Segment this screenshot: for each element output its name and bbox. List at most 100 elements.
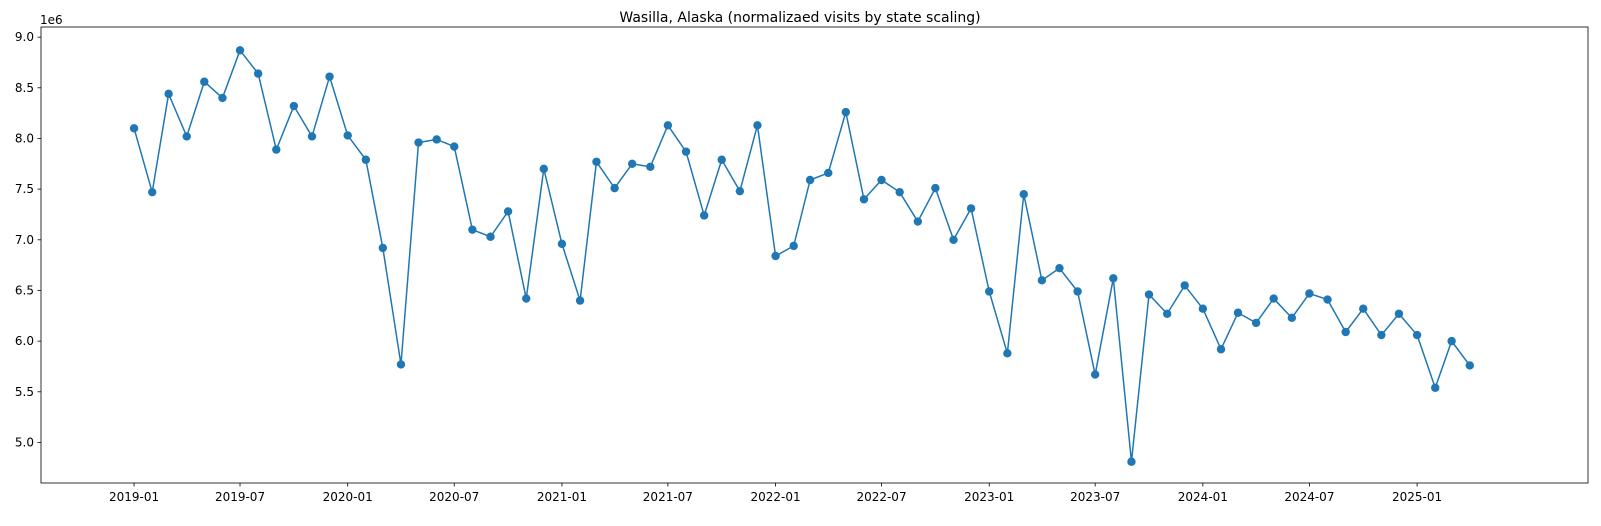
data-point <box>575 296 585 305</box>
data-point <box>1003 349 1012 358</box>
y-axis: 5.0 5.5 6.0 6.5 7.0 7.5 8.0 8.5 9.0 <box>15 30 41 449</box>
x-tick-label: 2023-07 <box>1070 490 1120 504</box>
data-point <box>200 77 209 86</box>
data-point <box>1251 318 1261 328</box>
data-point <box>1180 281 1189 290</box>
data-point <box>592 157 601 166</box>
x-tick-label: 2023-01 <box>964 490 1014 504</box>
x-tick-label: 2019-07 <box>215 490 265 504</box>
data-point <box>486 232 495 241</box>
data-point <box>646 162 655 172</box>
data-point <box>1341 327 1350 337</box>
data-point <box>253 69 263 78</box>
data-point <box>378 243 388 253</box>
data-point <box>1216 345 1226 354</box>
data-point <box>1287 313 1297 323</box>
data-point <box>735 186 745 196</box>
x-tick-label: 2021-07 <box>643 490 693 504</box>
data-point <box>1019 190 1028 199</box>
data-point <box>1269 294 1278 303</box>
x-tick-label: 2022-07 <box>856 490 906 504</box>
x-tick-label: 2022-01 <box>751 490 801 504</box>
data-point <box>1109 274 1118 283</box>
data-point <box>1412 330 1422 340</box>
data-point <box>1447 336 1456 346</box>
data-point <box>396 360 406 369</box>
data-point <box>1144 290 1154 299</box>
data-point <box>627 159 637 168</box>
data-point <box>1127 457 1136 466</box>
data-point <box>841 107 851 117</box>
data-point <box>1305 289 1314 298</box>
axes <box>40 26 1589 484</box>
data-point <box>771 251 780 261</box>
y-tick-label: 5.5 <box>15 385 34 399</box>
x-tick-label: 2025-01 <box>1392 490 1442 504</box>
data-point <box>1394 309 1404 318</box>
data-point <box>1233 308 1243 317</box>
data-point <box>218 93 227 103</box>
y-tick-label: 7.5 <box>15 182 34 196</box>
data-point <box>343 131 352 140</box>
data-point <box>824 168 833 178</box>
data-point <box>1377 330 1386 340</box>
y-scale-label: 1e6 <box>40 13 63 27</box>
data-point <box>805 175 815 185</box>
data-point <box>503 207 513 216</box>
data-point <box>557 239 567 249</box>
x-axis: 2019-01 2019-07 2020-01 2020-07 2021-01 2021-… <box>109 483 1442 504</box>
series-line <box>133 49 1471 463</box>
data-point <box>895 187 904 197</box>
data-point <box>307 132 317 141</box>
y-tick-label: 7.0 <box>15 233 34 247</box>
data-point <box>1359 304 1368 313</box>
data-point <box>1431 383 1440 392</box>
data-point <box>1073 287 1082 296</box>
series-points <box>129 46 1474 466</box>
data-point <box>681 147 691 156</box>
data-point <box>1198 304 1208 313</box>
y-tick-label: 9.0 <box>15 30 34 44</box>
data-point <box>468 225 477 234</box>
chart-title: Wasilla, Alaska (normalizaed visits by s… <box>619 10 980 26</box>
x-tick-label: 2020-01 <box>323 490 373 504</box>
data-point <box>432 135 441 144</box>
data-point <box>717 155 726 164</box>
data-point <box>148 187 157 197</box>
data-point <box>539 164 548 174</box>
y-tick-label: 5.0 <box>15 435 34 449</box>
x-tick-label: 2024-01 <box>1178 490 1228 504</box>
x-tick-label: 2021-01 <box>537 490 587 504</box>
data-point <box>1090 370 1100 379</box>
y-tick-label: 6.0 <box>15 334 34 348</box>
x-tick-label: 2019-01 <box>109 490 159 504</box>
data-point <box>877 175 886 185</box>
data-point <box>325 72 334 81</box>
data-point <box>414 138 423 147</box>
data-point <box>753 121 762 130</box>
data-point <box>1465 361 1474 370</box>
data-point <box>272 145 281 154</box>
series-line-path <box>133 49 1471 463</box>
data-point <box>699 211 709 220</box>
data-point <box>361 155 371 164</box>
data-point <box>949 235 958 244</box>
y-tick-label: 8.0 <box>15 131 34 145</box>
x-tick-label: 2020-07 <box>429 490 479 504</box>
data-point <box>1037 276 1047 285</box>
data-point <box>966 204 976 213</box>
data-point <box>913 217 923 226</box>
data-point <box>610 183 619 193</box>
data-point <box>450 142 459 151</box>
data-point <box>164 89 173 99</box>
data-point <box>663 121 673 130</box>
data-point <box>1162 309 1172 318</box>
data-point <box>289 101 299 111</box>
data-point <box>859 195 869 204</box>
plot-frame <box>40 26 1589 484</box>
y-tick-label: 6.5 <box>15 283 34 297</box>
data-point <box>129 124 139 133</box>
data-point <box>1323 295 1332 304</box>
data-point <box>235 46 245 55</box>
